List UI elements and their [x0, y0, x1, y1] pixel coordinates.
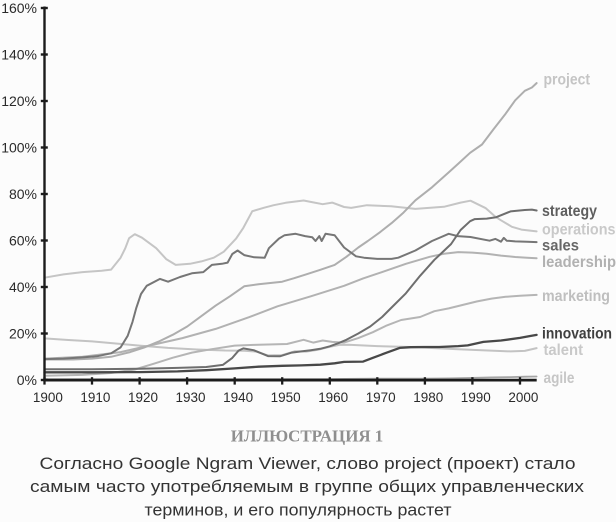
- svg-text:1920: 1920: [128, 389, 158, 405]
- svg-text:ИЛЛЮСТРАЦИЯ 1: ИЛЛЮСТРАЦИЯ 1: [231, 427, 384, 446]
- svg-text:40%: 40%: [9, 279, 37, 295]
- svg-text:Согласно Google Ngram Viewer,: Согласно Google Ngram Viewer, слово proj…: [40, 454, 576, 473]
- svg-text:agile: agile: [544, 370, 575, 387]
- svg-text:strategy: strategy: [542, 203, 597, 220]
- svg-text:100%: 100%: [1, 140, 37, 156]
- svg-text:1940: 1940: [223, 389, 253, 405]
- svg-text:talent: talent: [544, 342, 584, 359]
- svg-text:160%: 160%: [1, 0, 37, 16]
- svg-text:80%: 80%: [9, 186, 37, 202]
- svg-text:1910: 1910: [80, 389, 110, 405]
- svg-text:1960: 1960: [318, 389, 348, 405]
- svg-text:1950: 1950: [271, 389, 301, 405]
- svg-text:leadership: leadership: [542, 254, 616, 271]
- svg-text:140%: 140%: [1, 47, 37, 63]
- svg-text:innovation: innovation: [542, 326, 612, 343]
- svg-text:sales: sales: [542, 238, 579, 255]
- svg-text:1990: 1990: [461, 389, 491, 405]
- svg-text:marketing: marketing: [542, 288, 610, 305]
- svg-text:самым часто употребляемым в гр: самым часто употребляемым в группе общих…: [30, 477, 585, 496]
- svg-text:терминов, и его популярность р: терминов, и его популярность растет: [145, 501, 452, 520]
- svg-text:20%: 20%: [9, 326, 37, 342]
- svg-text:0%: 0%: [17, 372, 37, 388]
- svg-text:2000: 2000: [508, 389, 538, 405]
- svg-text:1970: 1970: [366, 389, 396, 405]
- svg-text:1980: 1980: [413, 389, 443, 405]
- svg-text:1930: 1930: [176, 389, 206, 405]
- svg-text:120%: 120%: [1, 93, 37, 109]
- svg-text:60%: 60%: [9, 233, 37, 249]
- svg-text:operations: operations: [542, 222, 616, 239]
- svg-text:project: project: [544, 72, 591, 89]
- svg-text:1900: 1900: [33, 389, 63, 405]
